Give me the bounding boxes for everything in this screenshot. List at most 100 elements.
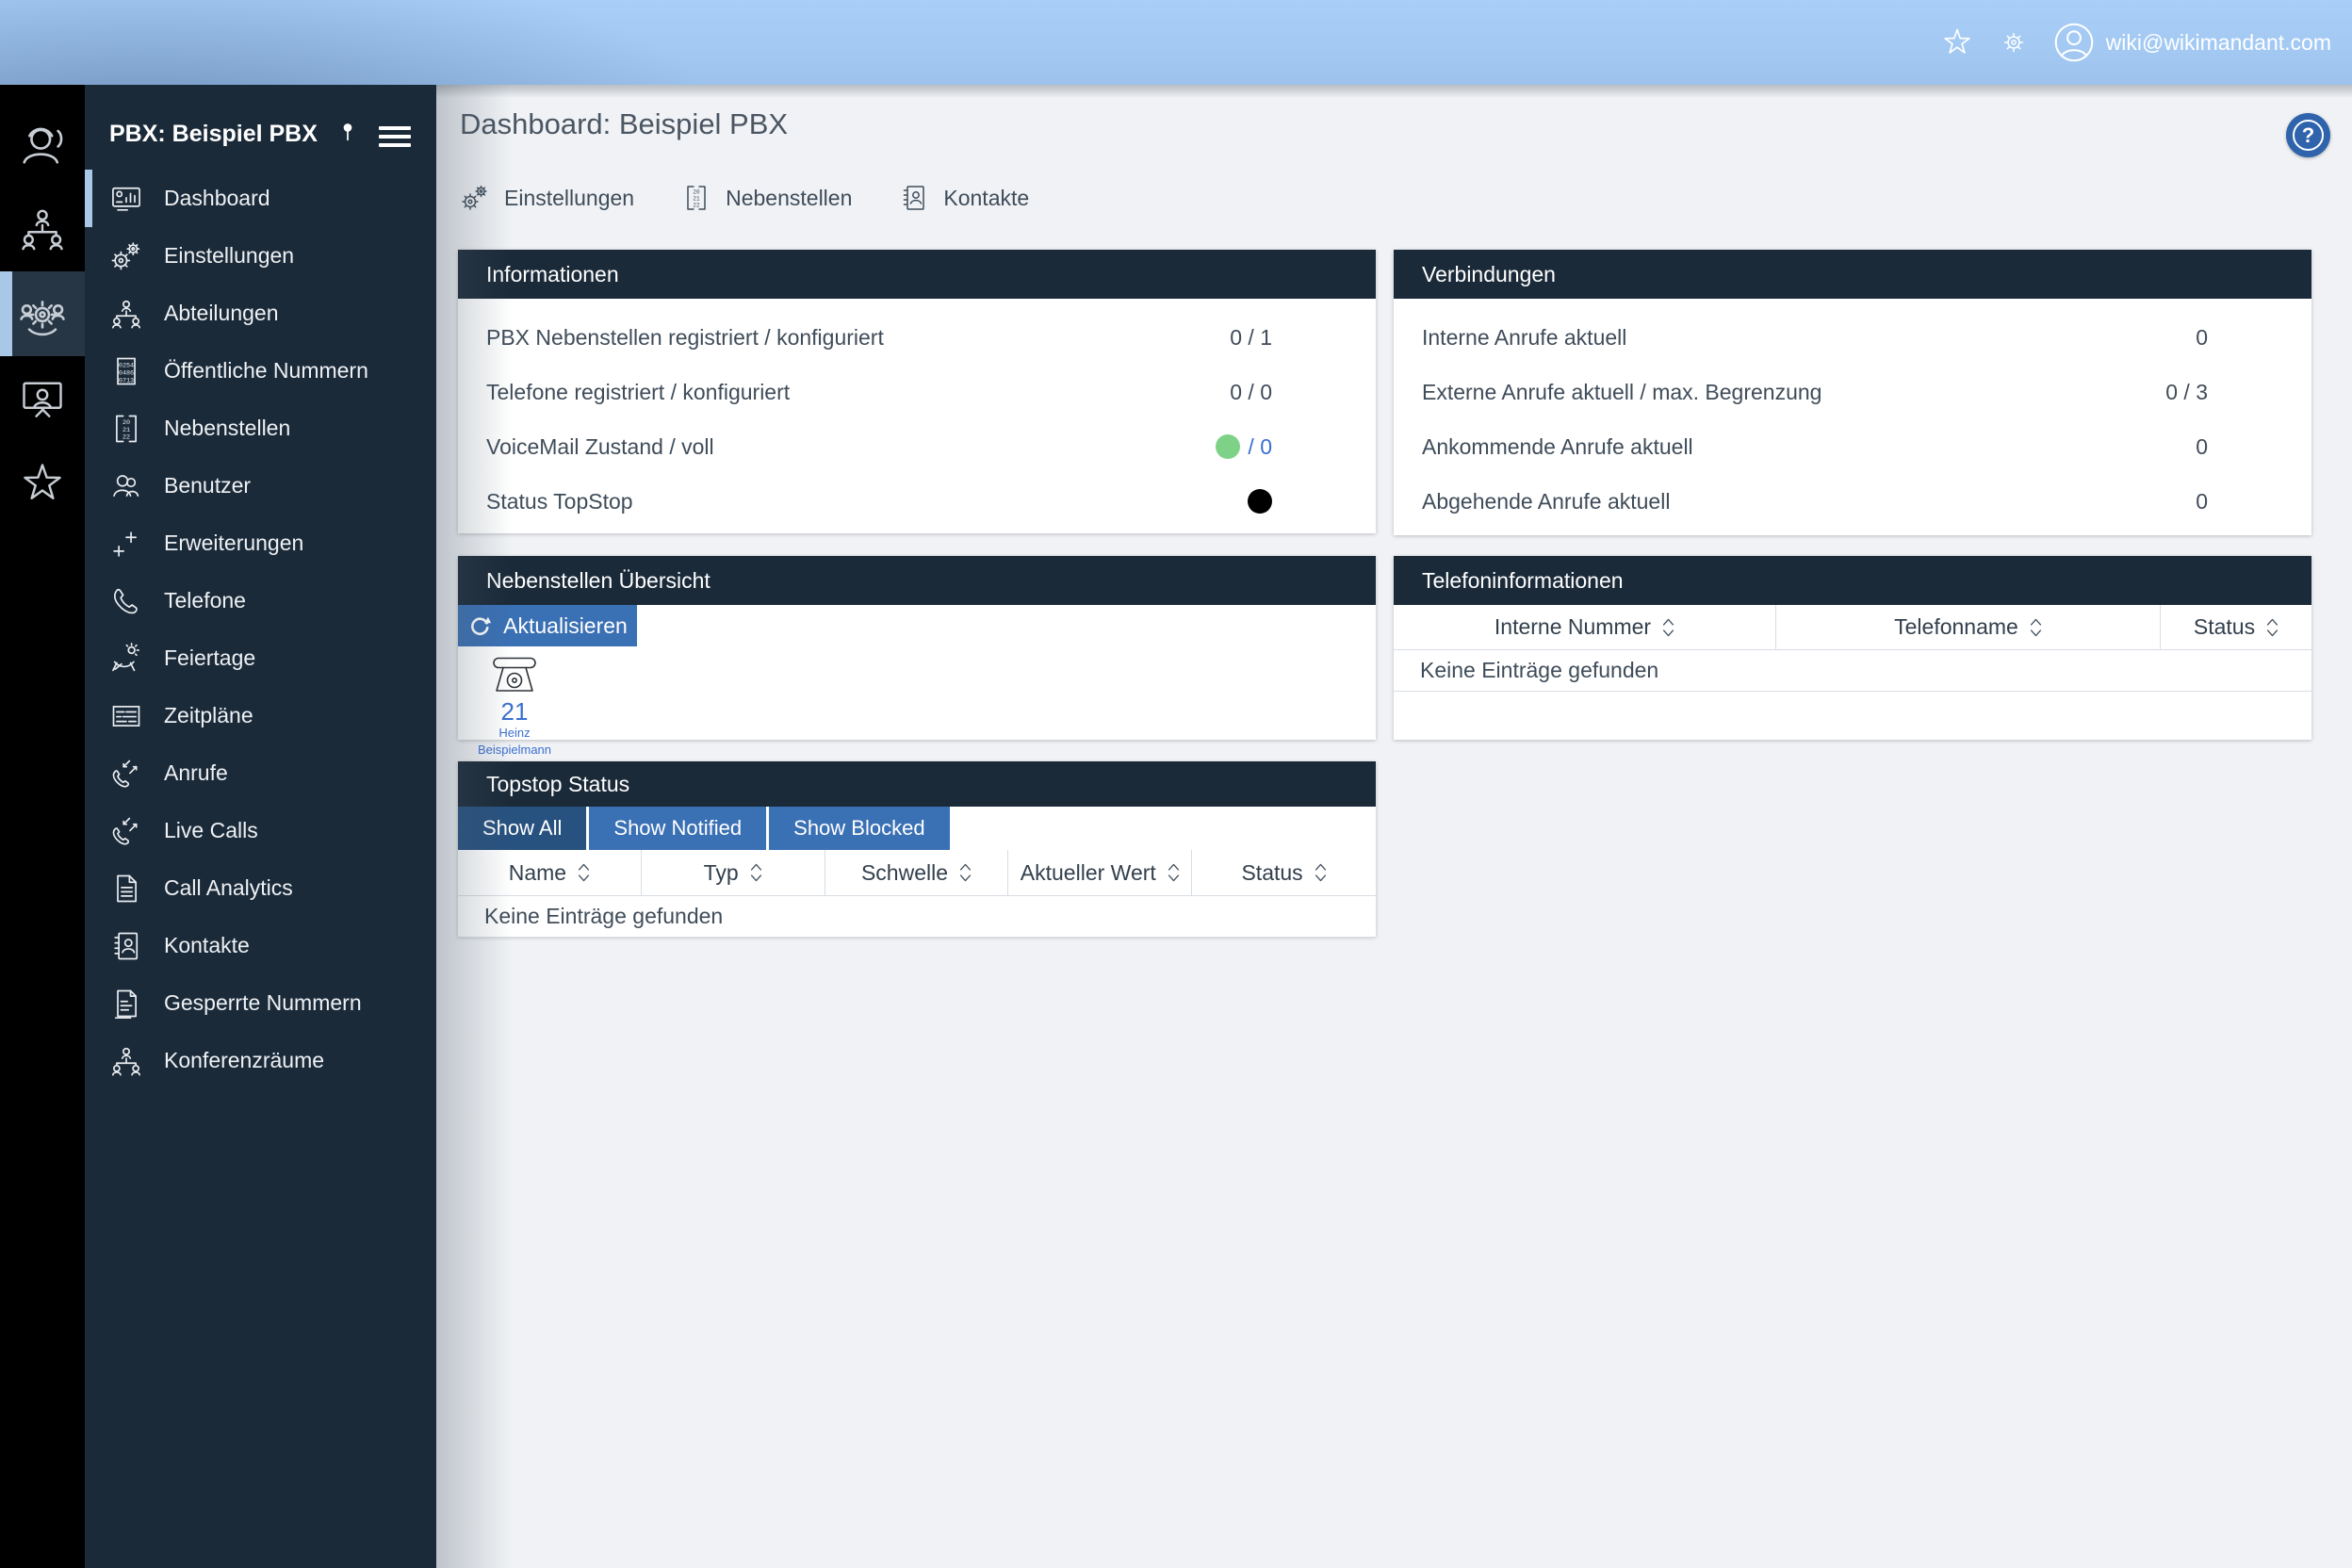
voicemail-status-green-dot	[1216, 434, 1241, 459]
extension-owner-first-name: Heinz	[498, 726, 531, 740]
column-header-telefonname[interactable]: Telefonname	[1776, 605, 2161, 649]
verb-row-abgehende: Abgehende Anrufe aktuell 0	[1422, 488, 2208, 514]
phone-handset-icon	[109, 584, 143, 618]
sidebar-item-kontakte[interactable]: Kontakte	[85, 917, 436, 974]
filter-buttons: Show All Show Notified Show Blocked	[458, 807, 1376, 850]
hamburger-menu-icon[interactable]	[379, 126, 411, 147]
column-header-status[interactable]: Status	[2161, 605, 2311, 649]
call-arrows-icon	[109, 757, 143, 791]
column-header-name[interactable]: Name	[458, 850, 642, 895]
sidebar-item-konferenzraeume[interactable]: Konferenzräume	[85, 1032, 436, 1089]
schedule-icon	[109, 699, 143, 733]
sidebar-item-gesperrte-nummern[interactable]: Gesperrte Nummern	[85, 974, 436, 1032]
settings-double-gear-icon	[109, 239, 143, 273]
card-header: Topstop Status	[458, 761, 1376, 807]
card-nebenstellen-uebersicht: Nebenstellen Übersicht Aktualisieren 21 …	[458, 556, 1376, 757]
verb-row-ankommende: Ankommende Anrufe aktuell 0	[1422, 433, 2208, 459]
verb-row-interne: Interne Anrufe aktuell 0	[1422, 324, 2208, 350]
user-menu[interactable]: wiki@wikimandant.com	[2053, 22, 2331, 63]
card-informationen: Informationen PBX Nebenstellen registrie…	[458, 250, 1376, 533]
card-header: Telefoninformationen	[1394, 556, 2311, 605]
sidebar-item-nebenstellen[interactable]: Nebenstellen	[85, 400, 436, 457]
double-plus-icon	[109, 527, 143, 561]
column-header-status[interactable]: Status	[1192, 850, 1376, 895]
card-topstop-status: Topstop Status Show All Show Notified Sh…	[458, 761, 1376, 938]
live-calls-icon	[109, 814, 143, 848]
main-content: Dashboard: Beispiel PBX ? Einstellungen …	[436, 85, 2352, 1568]
quick-links: Einstellungen Nebenstellen Kontakte	[460, 183, 1029, 213]
extensions-list-icon	[109, 412, 143, 446]
column-header-schwelle[interactable]: Schwelle	[825, 850, 1009, 895]
sidebar-item-feiertage[interactable]: Feiertage	[85, 629, 436, 687]
rail-item-favorites[interactable]	[0, 441, 85, 526]
rail-item-departments[interactable]	[0, 187, 85, 271]
pin-icon[interactable]	[341, 122, 354, 147]
sort-icon	[750, 862, 762, 883]
favorite-star-icon[interactable]	[1940, 25, 1974, 59]
double-gear-icon	[460, 183, 490, 213]
column-header-interne-nummer[interactable]: Interne Nummer	[1394, 605, 1776, 649]
sort-icon	[1315, 862, 1327, 883]
extension-tile[interactable]: 21 Heinz Beispielmann	[469, 652, 560, 757]
sort-icon	[1168, 862, 1180, 883]
voicemail-value: / 0	[1248, 433, 1272, 459]
show-blocked-button[interactable]: Show Blocked	[769, 807, 950, 850]
settings-gear-icon[interactable]	[1999, 27, 2029, 57]
sidebar-item-call-analytics[interactable]: Call Analytics	[85, 859, 436, 917]
user-avatar-icon	[2053, 22, 2095, 63]
sort-icon	[2030, 617, 2042, 638]
rail-item-tenant[interactable]	[0, 271, 85, 356]
user-email: wiki@wikimandant.com	[2105, 29, 2331, 55]
sidebar-item-einstellungen[interactable]: Einstellungen	[85, 227, 436, 285]
show-notified-button[interactable]: Show Notified	[589, 807, 767, 850]
quick-link-einstellungen[interactable]: Einstellungen	[460, 183, 634, 213]
blocked-numbers-icon	[109, 987, 143, 1021]
column-header-typ[interactable]: Typ	[642, 850, 825, 895]
quick-link-nebenstellen[interactable]: Nebenstellen	[681, 183, 852, 213]
orgchart-icon	[109, 297, 143, 331]
sidebar-item-erweiterungen[interactable]: Erweiterungen	[85, 514, 436, 572]
help-button[interactable]: ?	[2286, 113, 2330, 157]
show-all-button[interactable]: Show All	[458, 807, 587, 850]
conference-orgchart-icon	[109, 1044, 143, 1078]
rail-item-support[interactable]	[0, 356, 85, 441]
document-report-icon	[109, 872, 143, 906]
info-row-telefone: Telefone registriert / konfiguriert 0 / …	[458, 365, 1376, 419]
refresh-icon	[467, 613, 492, 638]
extension-owner-last-name: Beispielmann	[477, 742, 552, 757]
verb-row-externe: Externe Anrufe aktuell / max. Begrenzung…	[1422, 379, 2208, 404]
card-header: Informationen	[458, 250, 1376, 299]
sidebar-item-benutzer[interactable]: Benutzer	[85, 457, 436, 514]
sidebar-item-abteilungen[interactable]: Abteilungen	[85, 285, 436, 342]
pbx-title: PBX: Beispiel PBX	[109, 121, 318, 147]
sidebar-item-live-calls[interactable]: Live Calls	[85, 802, 436, 859]
page-title: Dashboard: Beispiel PBX	[460, 107, 789, 140]
support-monitor-person-icon	[18, 374, 67, 423]
sort-icon	[2266, 617, 2278, 638]
info-row-pbx-nebenstellen: PBX Nebenstellen registriert / konfiguri…	[458, 310, 1376, 365]
sort-icon	[578, 862, 590, 883]
sort-icon	[1662, 617, 1674, 638]
sidebar-item-telefone[interactable]: Telefone	[85, 572, 436, 629]
extension-number: 21	[500, 697, 529, 726]
sidebar-item-zeitplaene[interactable]: Zeitpläne	[85, 687, 436, 744]
info-row-topstop: Status TopStop	[458, 474, 1376, 529]
column-header-aktueller-wert[interactable]: Aktueller Wert	[1008, 850, 1193, 895]
operator-headset-icon	[16, 118, 69, 171]
icon-rail	[0, 85, 85, 1568]
refresh-button[interactable]: Aktualisieren	[458, 605, 637, 646]
sidebar-menu: Dashboard Einstellungen Abteilungen Öffe…	[85, 170, 436, 1089]
sidebar-item-anrufe[interactable]: Anrufe	[85, 744, 436, 802]
empty-state-text: Keine Einträge gefunden	[1394, 650, 2311, 692]
quick-link-kontakte[interactable]: Kontakte	[899, 183, 1029, 213]
rail-item-operator[interactable]	[0, 102, 85, 187]
holiday-hammock-sun-icon	[109, 642, 143, 676]
address-book-icon	[899, 183, 929, 213]
top-bar: wiki@wikimandant.com	[0, 0, 2352, 85]
table-header-row: Interne Nummer Telefonname Status	[1394, 605, 2311, 650]
dashboard-icon	[109, 182, 143, 216]
sidebar-item-dashboard[interactable]: Dashboard	[85, 170, 436, 227]
address-book-icon	[109, 929, 143, 963]
sidebar-item-oeffentliche-nummern[interactable]: Öffentliche Nummern	[85, 342, 436, 400]
card-telefoninformationen: Telefoninformationen Interne Nummer Tele…	[1394, 556, 2311, 740]
